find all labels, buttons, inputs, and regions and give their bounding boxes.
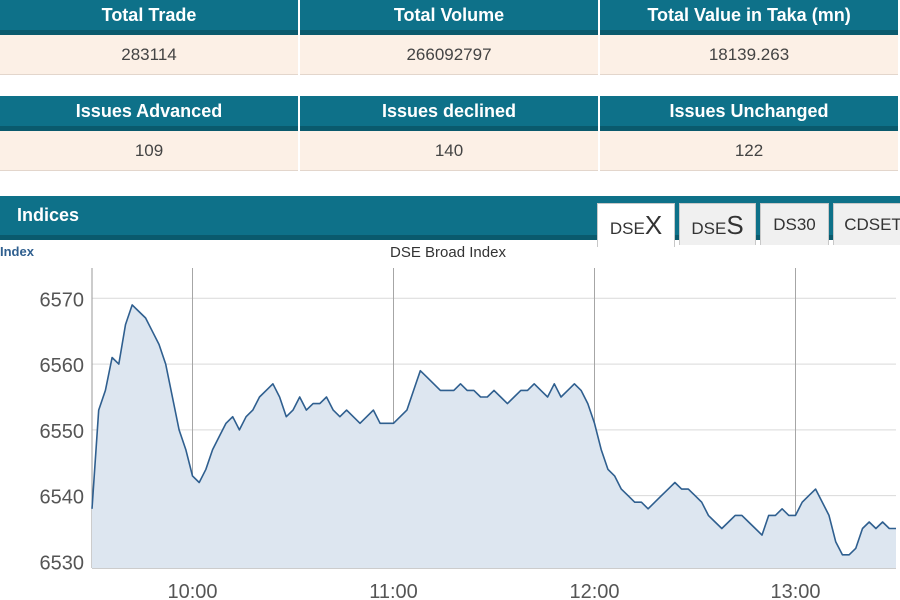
value-issues-unchanged: 122 — [600, 131, 898, 171]
issues-table: Issues Advanced Issues declined Issues U… — [0, 96, 900, 171]
y-tick-label: 6570 — [40, 289, 85, 311]
header-total-volume: Total Volume — [300, 0, 598, 35]
chart-title: DSE Broad Index — [390, 244, 506, 261]
x-tick-label: 10:00 — [167, 581, 217, 600]
tab-ds30[interactable]: DS30 — [760, 203, 829, 245]
tab-dses-prefix: DSE — [691, 219, 727, 238]
y-tick-label: 6530 — [40, 552, 85, 574]
x-tick-label: 12:00 — [569, 581, 619, 600]
value-issues-declined: 140 — [300, 131, 598, 171]
header-issues-unchanged: Issues Unchanged — [600, 96, 898, 131]
x-tick-label: 13:00 — [770, 581, 820, 600]
y-tick-label: 6540 — [40, 487, 85, 509]
tab-dsex-prefix: DSE — [609, 219, 645, 238]
y-axis-label: Index — [0, 244, 35, 259]
tab-dsex-suffix: X — [644, 210, 663, 240]
y-tick-label: 6560 — [40, 355, 85, 377]
tab-dsex[interactable]: DSEX — [597, 203, 675, 247]
value-issues-advanced: 109 — [0, 131, 298, 171]
header-issues-advanced: Issues Advanced — [0, 96, 298, 131]
series-line — [91, 304, 896, 556]
indices-title: Indices — [17, 205, 80, 225]
tab-dses[interactable]: DSES — [679, 203, 756, 245]
series-area-fill — [92, 304, 896, 568]
y-tick-label: 6550 — [40, 421, 85, 443]
value-total-trade: 283114 — [0, 35, 298, 75]
tab-ds30-label: DS30 — [773, 215, 816, 234]
tab-cdset-label: CDSET — [844, 215, 900, 234]
header-total-value: Total Value in Taka (mn) — [600, 0, 898, 35]
header-issues-declined: Issues declined — [300, 96, 598, 131]
tab-dses-suffix: S — [726, 210, 744, 240]
header-total-trade: Total Trade — [0, 0, 298, 35]
x-tick-label: 11:00 — [369, 581, 418, 600]
value-total-volume: 266092797 — [300, 35, 598, 75]
tab-cdset[interactable]: CDSET — [833, 203, 900, 245]
value-total-value: 18139.263 — [600, 35, 898, 75]
index-chart: Index DSE Broad Index 6530 6540 6550 6560 65… — [0, 244, 896, 600]
market-summary-table: Total Trade Total Volume Total Value in … — [0, 0, 900, 75]
